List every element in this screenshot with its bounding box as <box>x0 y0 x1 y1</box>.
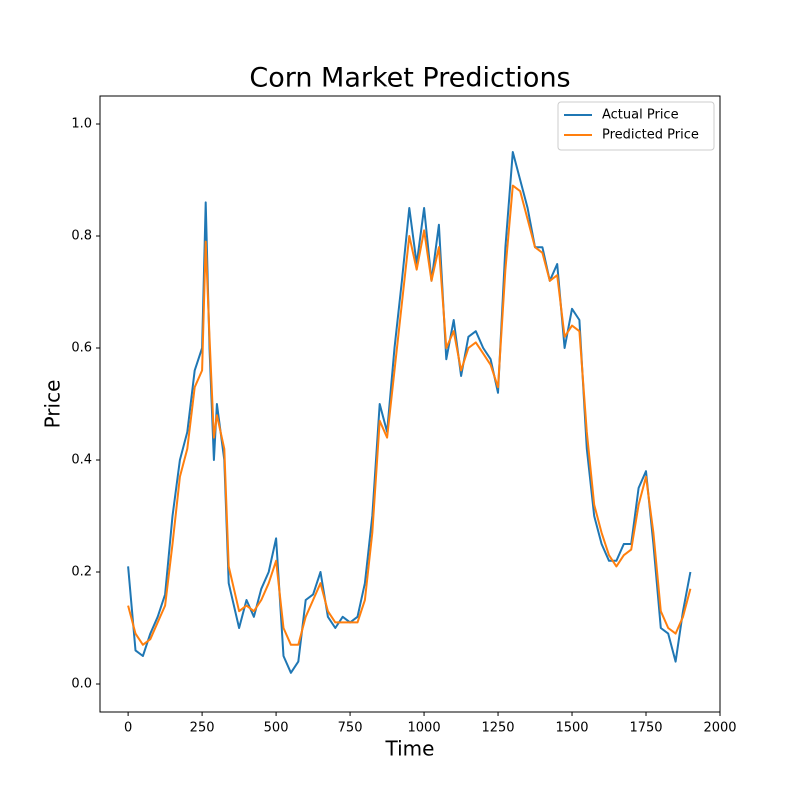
y-tick-label: 0.8 <box>71 229 92 244</box>
y-tick-label: 0.2 <box>71 565 92 580</box>
x-axis-label: Time <box>385 737 435 761</box>
x-tick-label: 1250 <box>481 721 514 736</box>
legend-box <box>557 101 715 151</box>
x-tick-label: 1000 <box>408 721 441 736</box>
x-tick-label: 2000 <box>703 721 736 736</box>
y-tick-label: 0.6 <box>71 341 92 356</box>
legend-label: Predicted Price <box>602 128 699 143</box>
plot-frame <box>99 95 721 713</box>
chart-title: Corn Market Predictions <box>249 63 570 94</box>
y-tick-label: 0.4 <box>71 453 92 468</box>
x-tick-label: 250 <box>190 721 215 736</box>
y-axis-label: Price <box>41 380 65 429</box>
x-tick-label: 1500 <box>555 721 588 736</box>
x-tick-label: 0 <box>124 721 132 736</box>
x-tick-label: 1750 <box>629 721 662 736</box>
y-tick-label: 0.0 <box>71 677 92 692</box>
line-series <box>127 184 692 646</box>
y-tick-label: 1.0 <box>71 117 92 132</box>
legend-label: Actual Price <box>602 108 679 123</box>
line-series <box>127 151 692 674</box>
x-tick-label: 500 <box>264 721 289 736</box>
x-tick-label: 750 <box>338 721 363 736</box>
